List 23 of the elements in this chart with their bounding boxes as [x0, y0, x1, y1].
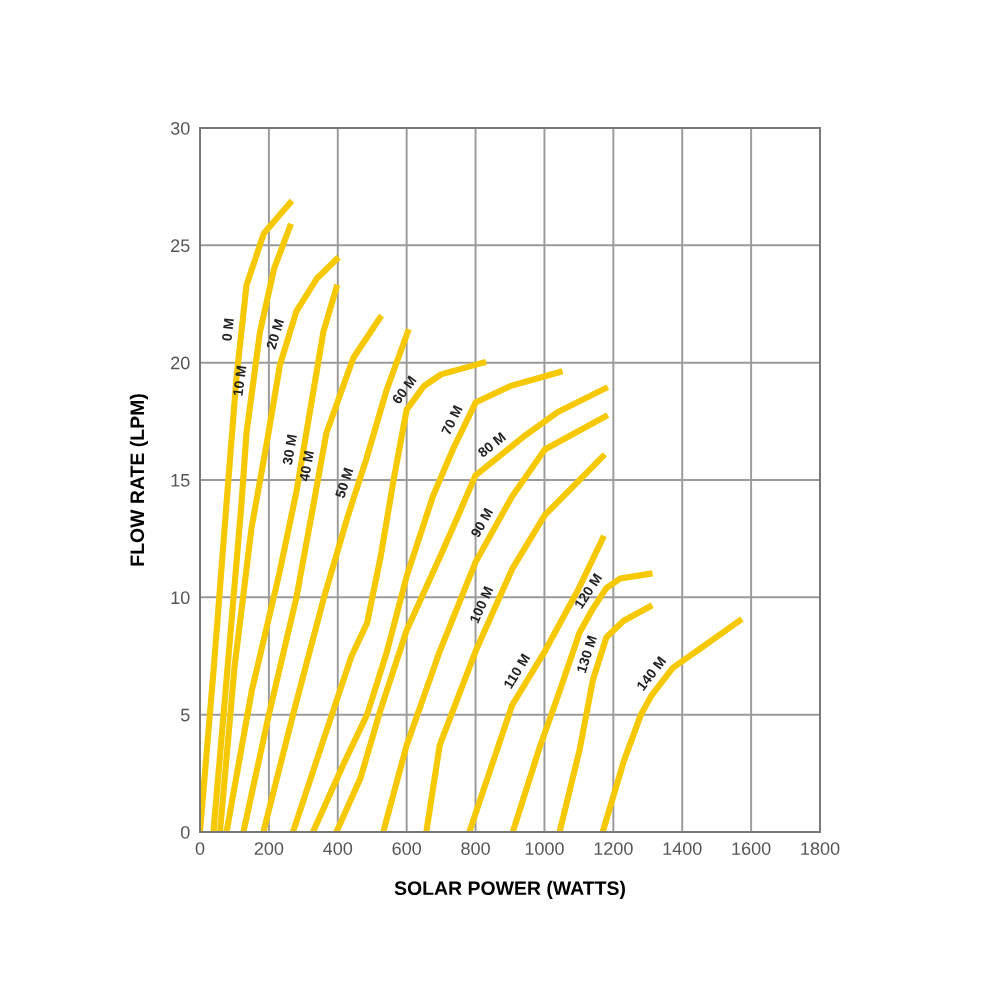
- y-tick-label: 5: [180, 708, 190, 722]
- y-tick-label: 25: [171, 239, 190, 253]
- y-tick-label: 0: [180, 825, 190, 839]
- x-tick-label: 200: [254, 842, 284, 855]
- line-series: [423, 453, 606, 832]
- y-tick-label: 20: [171, 356, 190, 370]
- x-tick-label: 1400: [663, 842, 702, 855]
- x-tick-label: 1200: [594, 842, 633, 855]
- x-tick-label: 0: [195, 842, 205, 855]
- x-tick-label: 1000: [525, 842, 564, 855]
- y-tick-label: 30: [170, 121, 190, 135]
- line-series: [599, 617, 743, 832]
- line-series: [333, 385, 609, 832]
- y-tick-label: 10: [171, 591, 190, 605]
- y-tick-label: 15: [171, 474, 190, 487]
- y-axis-title: FLOW RATE (LPM): [129, 394, 148, 566]
- x-tick-label: 400: [323, 842, 353, 855]
- line-series: [466, 535, 606, 832]
- x-axis-title: SOLAR POWER (WATTS): [394, 880, 625, 899]
- x-tick-label: 1800: [801, 842, 840, 855]
- x-tick-label: 600: [392, 842, 422, 855]
- x-tick-label: 800: [461, 842, 490, 855]
- x-tick-label: 1600: [732, 842, 771, 855]
